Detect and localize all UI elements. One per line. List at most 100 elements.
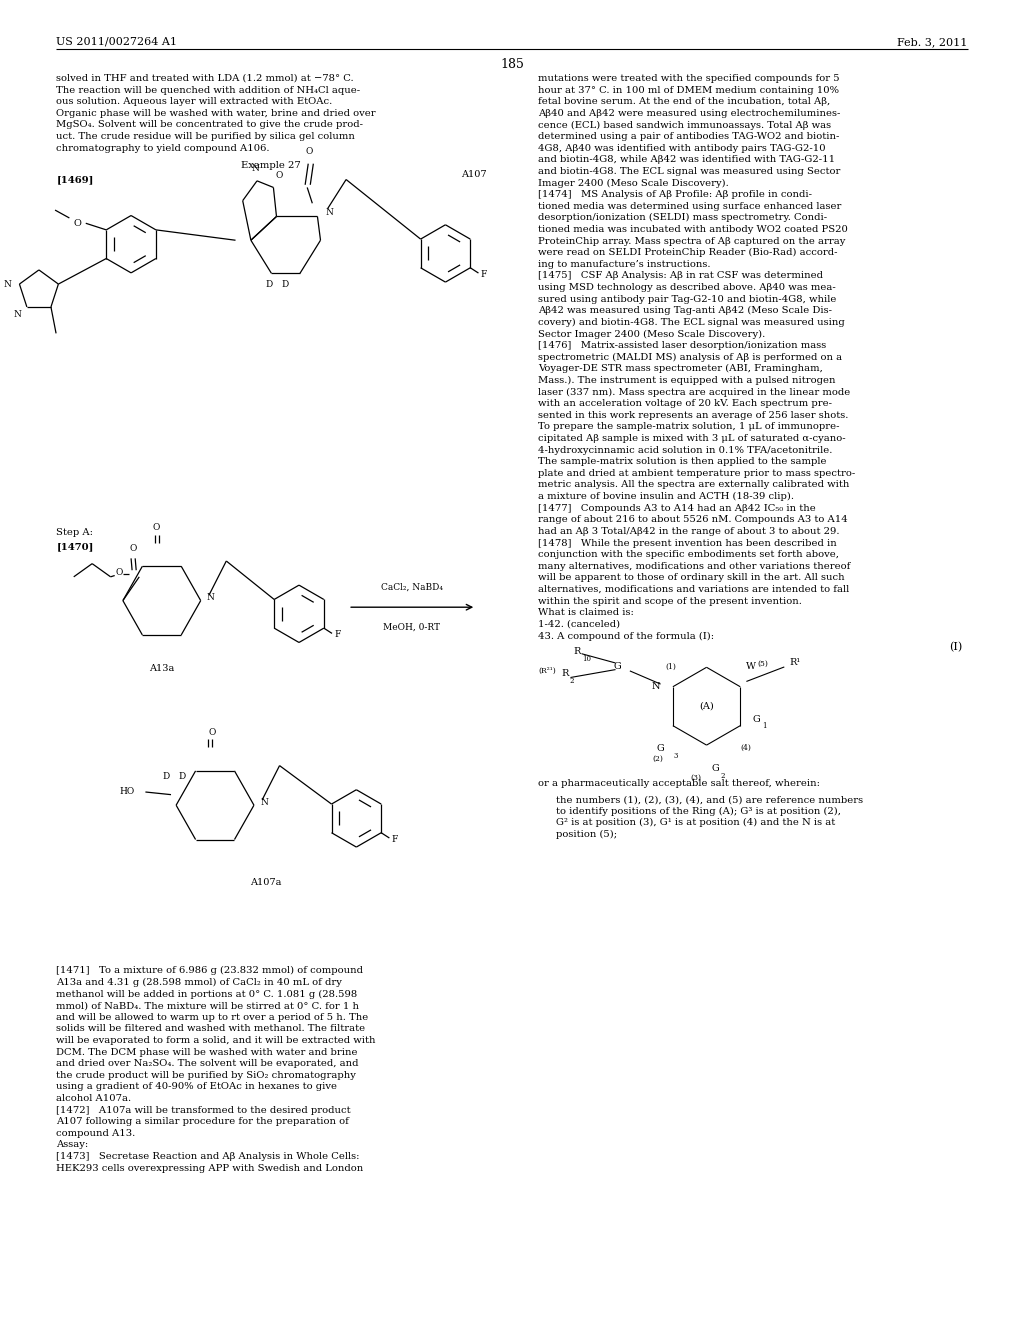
Text: cence (ECL) based sandwich immunoassays. Total Aβ was: cence (ECL) based sandwich immunoassays.… (538, 120, 830, 129)
Text: desorption/ionization (SELDI) mass spectrometry. Condi-: desorption/ionization (SELDI) mass spect… (538, 214, 826, 223)
Text: G: G (712, 763, 720, 772)
Text: plate and dried at ambient temperature prior to mass spectro-: plate and dried at ambient temperature p… (538, 469, 855, 478)
Text: ous solution. Aqueous layer will extracted with EtOAc.: ous solution. Aqueous layer will extract… (56, 98, 333, 106)
Text: F: F (391, 834, 397, 843)
Text: the crude product will be purified by SiO₂ chromatography: the crude product will be purified by Si… (56, 1071, 356, 1080)
Text: (A): (A) (699, 702, 714, 710)
Text: hour at 37° C. in 100 ml of DMEM medium containing 10%: hour at 37° C. in 100 ml of DMEM medium … (538, 86, 839, 95)
Text: and biotin-4G8. The ECL signal was measured using Sector: and biotin-4G8. The ECL signal was measu… (538, 166, 840, 176)
Text: and will be allowed to warm up to rt over a period of 5 h. The: and will be allowed to warm up to rt ove… (56, 1012, 369, 1022)
Text: N: N (652, 682, 660, 692)
Text: 3: 3 (674, 752, 678, 760)
Text: G: G (657, 744, 665, 754)
Text: 185: 185 (500, 58, 524, 71)
Text: covery) and biotin-4G8. The ECL signal was measured using: covery) and biotin-4G8. The ECL signal w… (538, 318, 845, 327)
Text: (3): (3) (691, 774, 701, 783)
Text: G: G (614, 663, 622, 672)
Text: Step A:: Step A: (56, 528, 93, 537)
Text: had an Aβ 3 Total/Aβ42 in the range of about 3 to about 29.: had an Aβ 3 Total/Aβ42 in the range of a… (538, 527, 839, 536)
Text: D: D (281, 280, 289, 289)
Text: solved in THF and treated with LDA (1.2 mmol) at −78° C.: solved in THF and treated with LDA (1.2 … (56, 74, 354, 83)
Text: fetal bovine serum. At the end of the incubation, total Aβ,: fetal bovine serum. At the end of the in… (538, 98, 829, 106)
Text: R: R (573, 647, 581, 656)
Text: position (5);: position (5); (556, 830, 617, 840)
Text: sented in this work represents an average of 256 laser shots.: sented in this work represents an averag… (538, 411, 848, 420)
Text: Assay:: Assay: (56, 1140, 88, 1150)
Text: Aβ40 and Aβ42 were measured using electrochemilumines-: Aβ40 and Aβ42 were measured using electr… (538, 108, 840, 117)
Text: [1477]   Compounds A3 to A14 had an Aβ42 IC₅₀ in the: [1477] Compounds A3 to A14 had an Aβ42 I… (538, 504, 815, 512)
Text: methanol will be added in portions at 0° C. 1.081 g (28.598: methanol will be added in portions at 0°… (56, 990, 357, 999)
Text: compound A13.: compound A13. (56, 1129, 135, 1138)
Text: 2: 2 (721, 771, 725, 780)
Text: Aβ42 was measured using Tag-anti Aβ42 (Meso Scale Dis-: Aβ42 was measured using Tag-anti Aβ42 (M… (538, 306, 831, 315)
Text: conjunction with the specific embodiments set forth above,: conjunction with the specific embodiment… (538, 550, 839, 560)
Text: R¹: R¹ (790, 659, 801, 668)
Text: The reaction will be quenched with addition of NH₄Cl aque-: The reaction will be quenched with addit… (56, 86, 360, 95)
Text: spectrometric (MALDI MS) analysis of Aβ is performed on a: spectrometric (MALDI MS) analysis of Aβ … (538, 352, 842, 362)
Text: alcohol A107a.: alcohol A107a. (56, 1094, 131, 1104)
Text: (4): (4) (740, 744, 751, 752)
Text: will be evaporated to form a solid, and it will be extracted with: will be evaporated to form a solid, and … (56, 1036, 376, 1045)
Text: 43. A compound of the formula (I):: 43. A compound of the formula (I): (538, 631, 714, 640)
Text: chromatography to yield compound A106.: chromatography to yield compound A106. (56, 144, 269, 153)
Text: O: O (275, 170, 284, 180)
Text: (2): (2) (652, 755, 663, 763)
Text: range of about 216 to about 5526 nM. Compounds A3 to A14: range of about 216 to about 5526 nM. Com… (538, 515, 847, 524)
Text: [1471]   To a mixture of 6.986 g (23.832 mmol) of compound: [1471] To a mixture of 6.986 g (23.832 m… (56, 966, 364, 975)
Text: (I): (I) (949, 642, 963, 652)
Text: O: O (305, 147, 313, 156)
Text: will be apparent to those of ordinary skill in the art. All such: will be apparent to those of ordinary sk… (538, 573, 844, 582)
Text: (1): (1) (666, 663, 676, 671)
Text: O: O (74, 219, 82, 228)
Text: A13a: A13a (150, 664, 174, 673)
Text: D: D (162, 772, 170, 780)
Text: 1: 1 (762, 722, 766, 730)
Text: 4-hydroxycinnamic acid solution in 0.1% TFA/acetonitrile.: 4-hydroxycinnamic acid solution in 0.1% … (538, 446, 831, 454)
Text: N: N (14, 310, 22, 318)
Text: cipitated Aβ sample is mixed with 3 μL of saturated α-cyano-: cipitated Aβ sample is mixed with 3 μL o… (538, 434, 845, 444)
Text: (R²¹): (R²¹) (539, 667, 556, 675)
Text: F: F (334, 630, 340, 639)
Text: Feb. 3, 2011: Feb. 3, 2011 (897, 37, 968, 48)
Text: 10: 10 (582, 655, 591, 663)
Text: using MSD technology as described above. Aβ40 was mea-: using MSD technology as described above.… (538, 282, 836, 292)
Text: US 2011/0027264 A1: US 2011/0027264 A1 (56, 37, 177, 48)
Text: sured using antibody pair Tag-G2-10 and biotin-4G8, while: sured using antibody pair Tag-G2-10 and … (538, 294, 836, 304)
Text: within the spirit and scope of the present invention.: within the spirit and scope of the prese… (538, 597, 802, 606)
Text: HEK293 cells overexpressing APP with Swedish and London: HEK293 cells overexpressing APP with Swe… (56, 1164, 364, 1172)
Text: with an acceleration voltage of 20 kV. Each spectrum pre-: with an acceleration voltage of 20 kV. E… (538, 399, 831, 408)
Text: O: O (153, 523, 161, 532)
Text: G: G (753, 714, 760, 723)
Text: N: N (326, 209, 334, 216)
Text: [1475]   CSF Aβ Analysis: Aβ in rat CSF was determined: [1475] CSF Aβ Analysis: Aβ in rat CSF wa… (538, 272, 822, 280)
Text: DCM. The DCM phase will be washed with water and brine: DCM. The DCM phase will be washed with w… (56, 1048, 357, 1056)
Text: [1469]: [1469] (56, 176, 93, 183)
Text: G² is at position (3), G¹ is at position (4) and the N is at: G² is at position (3), G¹ is at position… (556, 818, 836, 828)
Text: Mass.). The instrument is equipped with a pulsed nitrogen: Mass.). The instrument is equipped with … (538, 376, 836, 385)
Text: A107 following a similar procedure for the preparation of: A107 following a similar procedure for t… (56, 1117, 349, 1126)
Text: [1470]: [1470] (56, 543, 93, 550)
Text: [1478]   While the present invention has been described in: [1478] While the present invention has b… (538, 539, 837, 548)
Text: O: O (129, 544, 137, 553)
Text: O: O (208, 727, 216, 737)
Text: [1472]   A107a will be transformed to the desired product: [1472] A107a will be transformed to the … (56, 1106, 351, 1114)
Text: N: N (260, 799, 268, 807)
Text: N: N (3, 280, 11, 289)
Text: ProteinChip array. Mass spectra of Aβ captured on the array: ProteinChip array. Mass spectra of Aβ ca… (538, 236, 845, 246)
Text: O: O (115, 569, 123, 577)
Text: 2: 2 (569, 677, 573, 685)
Text: ing to manufacture’s instructions.: ing to manufacture’s instructions. (538, 260, 710, 269)
Text: 4G8, Aβ40 was identified with antibody pairs TAG-G2-10: 4G8, Aβ40 was identified with antibody p… (538, 144, 825, 153)
Text: MgSO₄. Solvent will be concentrated to give the crude prod-: MgSO₄. Solvent will be concentrated to g… (56, 120, 364, 129)
Text: Sector Imager 2400 (Meso Scale Discovery).: Sector Imager 2400 (Meso Scale Discovery… (538, 330, 765, 339)
Text: Example 27: Example 27 (242, 161, 301, 170)
Text: D: D (178, 772, 186, 780)
Text: CaCl₂, NaBD₄: CaCl₂, NaBD₄ (381, 582, 442, 591)
Text: D: D (265, 280, 273, 289)
Text: [1473]   Secretase Reaction and Aβ Analysis in Whole Cells:: [1473] Secretase Reaction and Aβ Analysi… (56, 1152, 359, 1162)
Text: A107: A107 (461, 170, 486, 178)
Text: alternatives, modifications and variations are intended to fall: alternatives, modifications and variatio… (538, 585, 849, 594)
Text: HO: HO (120, 788, 135, 796)
Text: Imager 2400 (Meso Scale Discovery).: Imager 2400 (Meso Scale Discovery). (538, 178, 728, 187)
Text: N: N (251, 164, 259, 173)
